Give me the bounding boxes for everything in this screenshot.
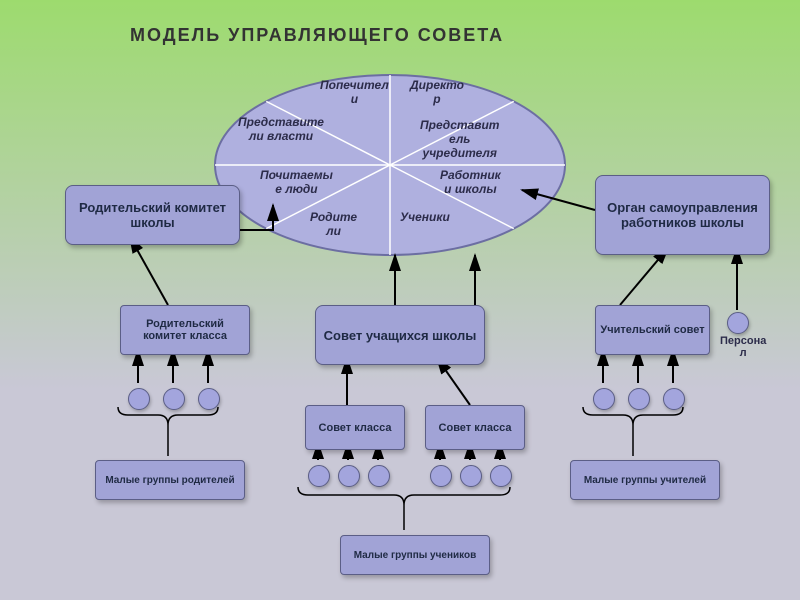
class_council_1: Совет класса [305, 405, 405, 450]
parent_committee_school: Родительский комитет школы [65, 185, 240, 245]
pie-label: Директо р [410, 78, 464, 106]
pie-label: Почитаемы е люди [260, 168, 333, 196]
pie-label: Ученики [400, 210, 450, 224]
dot [490, 465, 512, 487]
small_parents: Малые группы родителей [95, 460, 245, 500]
dot [593, 388, 615, 410]
pie-label: Попечител и [320, 78, 389, 106]
parent_committee_class: Родительский комитет класса [120, 305, 250, 355]
page-title: МОДЕЛЬ УПРАВЛЯЮЩЕГО СОВЕТА [130, 25, 504, 46]
dot [198, 388, 220, 410]
dot [628, 388, 650, 410]
dot [430, 465, 452, 487]
dot [460, 465, 482, 487]
background [0, 0, 800, 600]
pie-label: Представите ли власти [238, 115, 324, 143]
dot [128, 388, 150, 410]
pie-label: Представит ель учредителя [420, 118, 499, 160]
small_teachers: Малые группы учителей [570, 460, 720, 500]
teacher_council: Учительский совет [595, 305, 710, 355]
pie-label: Работник и школы [440, 168, 501, 196]
dot [338, 465, 360, 487]
dot [727, 312, 749, 334]
class_council_2: Совет класса [425, 405, 525, 450]
dot [663, 388, 685, 410]
small_students: Малые группы учеников [340, 535, 490, 575]
personal-label: Персона л [720, 335, 766, 359]
dot [308, 465, 330, 487]
student_council: Совет учащихся школы [315, 305, 485, 365]
dot [163, 388, 185, 410]
pie-label: Родите ли [310, 210, 357, 238]
dot [368, 465, 390, 487]
diagram-root: МОДЕЛЬ УПРАВЛЯЮЩЕГО СОВЕТА Попечител и Ди… [0, 0, 800, 600]
self_gov_body: Орган самоуправления работников школы [595, 175, 770, 255]
